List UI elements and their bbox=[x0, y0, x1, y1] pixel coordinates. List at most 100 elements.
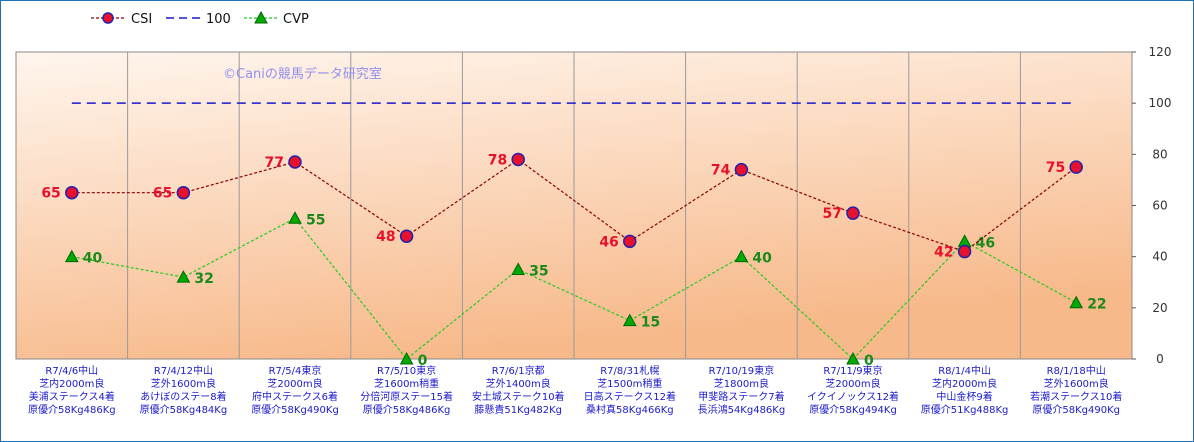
category-label: 芝2000m良 bbox=[825, 377, 880, 390]
category-label: 芝外1400m良 bbox=[486, 377, 551, 390]
series-csi: 65 65 77 48 78 46 74 57 42 75 bbox=[41, 152, 1083, 261]
csi-point bbox=[734, 162, 749, 177]
csi-data-label: 74 bbox=[711, 163, 731, 179]
cvp-data-label: 32 bbox=[194, 271, 213, 287]
category-label: R8/1/4中山 bbox=[938, 364, 991, 377]
csi-point bbox=[288, 155, 302, 169]
category-label: 原優介58Kg486Kg bbox=[363, 403, 451, 416]
category-label: R7/4/12中山 bbox=[154, 364, 213, 377]
csi-data-label: 77 bbox=[265, 155, 284, 171]
category-label: R7/5/4東京 bbox=[269, 364, 322, 377]
category-label: R7/8/31札幌 bbox=[600, 364, 659, 377]
csi-point bbox=[957, 244, 972, 259]
category-label: 原優介51Kg488Kg bbox=[921, 403, 1009, 416]
category-label: 府中ステークス6着 bbox=[252, 390, 338, 403]
series-layer: 40 32 55 0 35 15 40 0 46 22 65 65 77 48 78 46 74 57 42 75 bbox=[41, 102, 1107, 369]
csi-data-label: 48 bbox=[376, 229, 395, 245]
category-label: 分倍河原ステー15着 bbox=[360, 390, 453, 403]
category-label: 芝1500m稍重 bbox=[597, 377, 662, 390]
category-label: R7/11/9東京 bbox=[823, 364, 882, 377]
cvp-point bbox=[1069, 295, 1084, 309]
category-label: 原優介58Kg490Kg bbox=[1032, 403, 1120, 416]
csi-point bbox=[65, 185, 79, 200]
cvp-data-label: 55 bbox=[306, 212, 325, 228]
category-label: 甲斐路ステーク7着 bbox=[698, 390, 784, 403]
csi-data-label: 65 bbox=[153, 186, 172, 202]
cvp-data-label: 46 bbox=[976, 235, 995, 251]
legend-marker-cvp bbox=[254, 10, 268, 24]
category-label: 原優介58Kg486Kg bbox=[28, 403, 116, 416]
cvp-point bbox=[734, 249, 749, 263]
category-label: 藤懸貴51Kg482Kg bbox=[474, 403, 562, 416]
cvp-point bbox=[64, 249, 79, 263]
category-label: 芝内2000m良 bbox=[39, 377, 104, 390]
csi-data-label: 57 bbox=[823, 206, 842, 222]
csi-point bbox=[176, 185, 191, 200]
category-label: R7/10/19東京 bbox=[709, 364, 775, 377]
cvp-point bbox=[511, 262, 526, 275]
cvp-point bbox=[846, 351, 860, 365]
csi-point bbox=[1069, 160, 1083, 174]
series-cvp: 40 32 55 0 35 15 40 0 46 22 bbox=[64, 211, 1107, 369]
category-label: R8/1/18中山 bbox=[1047, 364, 1106, 377]
csi-data-label: 75 bbox=[1046, 160, 1065, 176]
category-label: 原優介58Kg484Kg bbox=[140, 403, 228, 416]
category-label: R7/4/6中山 bbox=[45, 364, 98, 377]
legend-marker-csi bbox=[102, 12, 114, 24]
y-tick-label: 80 bbox=[1152, 147, 1167, 161]
legend-label-csi: CSI bbox=[131, 12, 152, 27]
csi-point bbox=[399, 229, 414, 243]
category-label: R7/6/1京都 bbox=[492, 364, 545, 377]
cvp-point bbox=[176, 270, 191, 283]
y-tick-label: 20 bbox=[1152, 301, 1167, 315]
category-label: 芝内2000m良 bbox=[932, 377, 997, 390]
cvp-data-label: 0 bbox=[418, 353, 428, 369]
csi-point bbox=[511, 152, 525, 167]
category-label: 芝2000m良 bbox=[267, 377, 322, 390]
category-label: 長浜鴻54Kg486Kg bbox=[698, 403, 786, 416]
category-label: 原優介58Kg494Kg bbox=[809, 403, 897, 416]
legend-label-100: 100 bbox=[206, 12, 231, 27]
category-label: R7/5/10東京 bbox=[377, 364, 436, 377]
csi-data-label: 42 bbox=[934, 245, 953, 261]
y-tick-label: 40 bbox=[1152, 250, 1167, 264]
category-label: 芝1600m稍重 bbox=[374, 377, 439, 390]
y-tick-label: 120 bbox=[1149, 45, 1172, 59]
category-label: 美浦ステークス4着 bbox=[29, 390, 115, 403]
cvp-point bbox=[288, 211, 302, 224]
category-label: 安土城ステーク10着 bbox=[472, 390, 565, 403]
csi-point bbox=[623, 234, 637, 249]
cvp-data-label: 40 bbox=[83, 251, 103, 267]
category-label: 桑村真58Kg466Kg bbox=[586, 403, 674, 416]
cvp-point bbox=[622, 313, 637, 327]
csi-data-label: 65 bbox=[41, 186, 60, 202]
cvp-data-label: 35 bbox=[529, 263, 548, 279]
category-label: イクイノックス12着 bbox=[807, 390, 899, 403]
cvp-point bbox=[399, 351, 414, 365]
category-label: 芝1800m良 bbox=[714, 377, 769, 390]
category-label: 若潮ステークス10着 bbox=[1030, 390, 1122, 403]
category-label: 芝外1600m良 bbox=[151, 377, 216, 390]
category-label: 芝外1600m良 bbox=[1044, 377, 1109, 390]
watermark: ©Caniの競馬データ研究室 bbox=[223, 66, 382, 82]
category-label: 日高ステークス12着 bbox=[584, 390, 676, 403]
csi-data-label: 78 bbox=[488, 152, 507, 168]
category-label: あけぼのステー8着 bbox=[140, 390, 226, 403]
y-tick-label: 100 bbox=[1149, 96, 1172, 110]
cvp-data-label: 15 bbox=[641, 315, 660, 331]
legend: CSI 100 CVP bbox=[91, 10, 309, 27]
cvp-data-label: 22 bbox=[1087, 297, 1106, 313]
line-csi bbox=[71, 158, 1077, 253]
y-tick-label: 60 bbox=[1152, 199, 1167, 213]
y-axis-ticks: 0 20 40 60 80 100 120 bbox=[1132, 45, 1171, 366]
cvp-data-label: 40 bbox=[752, 251, 772, 267]
line-cvp bbox=[71, 217, 1077, 360]
csi-point bbox=[846, 206, 860, 220]
category-label: 中山金杯9着 bbox=[936, 390, 992, 403]
legend-label-cvp: CVP bbox=[283, 12, 309, 27]
cvp-data-label: 0 bbox=[864, 353, 874, 369]
y-tick-label: 0 bbox=[1156, 352, 1164, 366]
